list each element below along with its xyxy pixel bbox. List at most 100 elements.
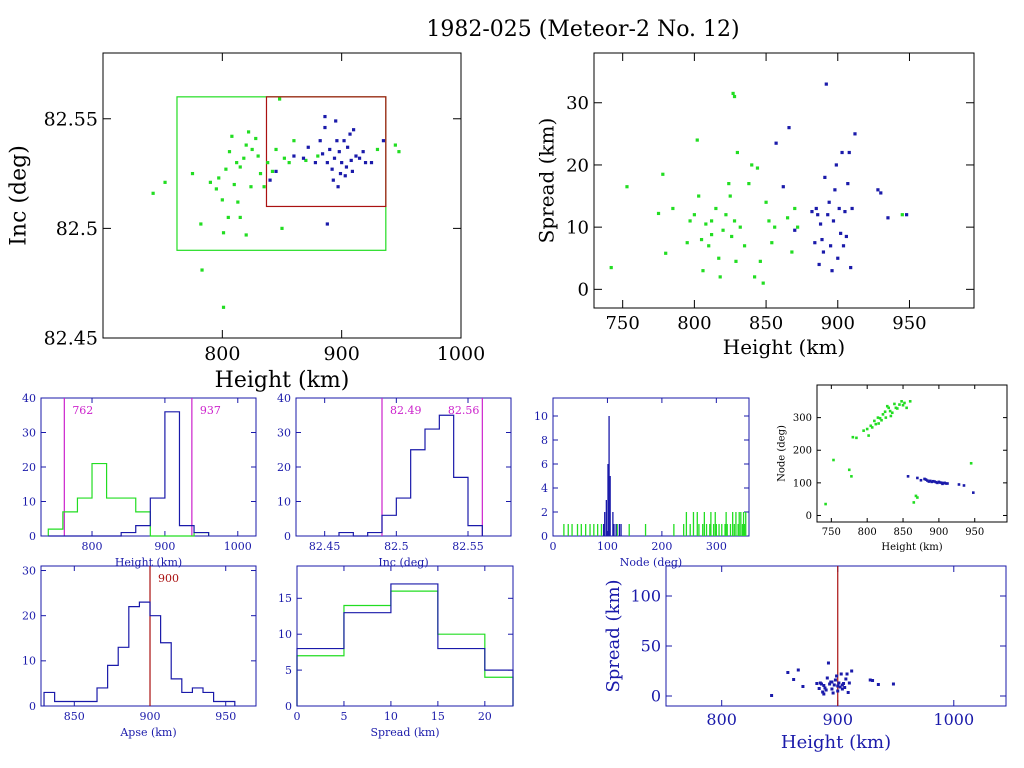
x-tick-label: 800 (204, 343, 240, 365)
data-point-blue (962, 484, 966, 487)
data-point-blue (934, 480, 938, 484)
data-point-blue (823, 686, 827, 690)
spread-vs-height-chart: 750 800 850 900 950 0 10 20 30 Height (km) Spread … (535, 52, 975, 359)
x-tick-label: 950 (215, 710, 236, 723)
data-point-green (873, 419, 876, 423)
data-point-blue (928, 479, 932, 483)
data-point-blue (821, 250, 826, 254)
data-point-blue (361, 150, 365, 154)
data-point-green (244, 233, 248, 237)
data-point-green (250, 147, 254, 152)
data-point-green (208, 180, 212, 184)
x-axis-label: Height (km) (781, 732, 891, 753)
data-point-blue (846, 691, 850, 694)
data-point-blue (344, 165, 349, 169)
y-tick-label: 30 (277, 426, 291, 439)
x-axis-label: Height (km) (723, 335, 845, 359)
data-point-blue (837, 206, 841, 211)
data-point-green (969, 461, 973, 465)
data-point-green (699, 237, 704, 242)
x-axis-label: Height (km) (215, 368, 350, 393)
data-point-green (870, 426, 874, 429)
data-point-green (796, 225, 800, 229)
spread-hist-chart: 0 5 10 15 20 0 5 10 15 Spread (km) (278, 565, 514, 739)
data-point-green (701, 269, 705, 273)
data-point-blue (840, 150, 844, 155)
data-point-blue (325, 161, 329, 165)
data-point-green (242, 156, 246, 160)
y-tick-label: 50 (641, 637, 661, 656)
data-point-green (274, 147, 278, 152)
x-tick-label: 800 (706, 710, 737, 729)
data-point-blue (832, 683, 836, 687)
data-point-green (707, 244, 711, 248)
histogram-step-blue (296, 583, 514, 706)
x-tick-label: 82.55 (452, 540, 484, 553)
data-point-blue (833, 678, 837, 682)
x-tick-label: 15 (431, 710, 445, 723)
apse-hist-chart: 850 900 950 0 10 20 30 Apse (km) 900 (22, 564, 257, 739)
y-tick-label: 10 (534, 410, 548, 423)
data-point-green (747, 182, 751, 186)
x-tick-label: 900 (154, 540, 175, 553)
data-point-blue (826, 213, 830, 217)
y-tick-label: 4 (541, 482, 548, 495)
data-point-blue (817, 262, 821, 267)
y-axis-label: Spread (km) (535, 118, 559, 244)
data-point-blue (846, 182, 850, 186)
data-point-blue (814, 206, 818, 211)
x-tick-label: 0 (550, 540, 557, 553)
y-tick-label: 0 (29, 700, 36, 713)
data-point-blue (821, 690, 825, 694)
y-tick-label: 100 (630, 587, 661, 606)
data-point-blue (939, 481, 942, 484)
data-point-green (238, 215, 242, 220)
data-point-green (236, 200, 240, 204)
data-point-blue (850, 669, 854, 673)
x-axis-label: Height (km) (115, 556, 182, 569)
data-point-blue (957, 483, 961, 486)
data-point-green (770, 241, 774, 245)
data-point-blue (876, 188, 880, 192)
data-point-green (738, 225, 742, 229)
page-title: 1982-025 (Meteor-2 No. 12) (426, 17, 739, 42)
data-point-green (163, 180, 167, 184)
data-point-blue (823, 175, 827, 179)
y-tick-label: 0 (29, 530, 36, 543)
y-tick-label: 20 (566, 155, 589, 176)
data-point-green (262, 185, 266, 189)
data-point-green (685, 241, 689, 245)
x-tick-label: 0 (294, 710, 301, 723)
data-point-blue (871, 679, 875, 682)
inc-hist-chart: 82.45 82.5 82.55 0 10 20 30 40 Inc (deg) 82.49 82.… (277, 392, 512, 569)
data-point-green (855, 436, 858, 440)
data-point-green (235, 161, 239, 165)
data-point-blue (810, 209, 814, 214)
data-point-blue (946, 482, 949, 485)
data-point-blue (350, 169, 355, 173)
x-tick-label: 750 (822, 527, 841, 538)
x-tick-label: 100 (597, 540, 618, 553)
x-tick-label: 300 (706, 540, 727, 553)
x-tick-label: 850 (749, 313, 783, 334)
data-point-green (742, 244, 747, 248)
data-point-green (304, 158, 308, 163)
x-tick-label: 850 (893, 527, 912, 538)
data-point-blue (831, 691, 835, 695)
data-point-blue (781, 185, 785, 189)
data-point-blue (847, 150, 851, 155)
data-point-green (874, 422, 878, 426)
data-point-green (900, 400, 903, 403)
marker-label: 937 (200, 404, 221, 417)
data-point-blue (824, 82, 828, 86)
plot-frame (593, 52, 975, 309)
data-point-green (885, 404, 889, 408)
data-point-blue (323, 125, 327, 130)
y-tick-label: 8 (541, 434, 548, 447)
data-point-green (730, 234, 734, 239)
data-point-green (671, 206, 675, 211)
data-point-green (697, 194, 701, 198)
y-tick-label: 0 (651, 687, 661, 706)
inc-vs-height-chart: 800 900 1000 82.45 82.5 82.55 Height (km) Inc (… (6, 52, 485, 393)
y-tick-label: 82.5 (56, 218, 98, 240)
